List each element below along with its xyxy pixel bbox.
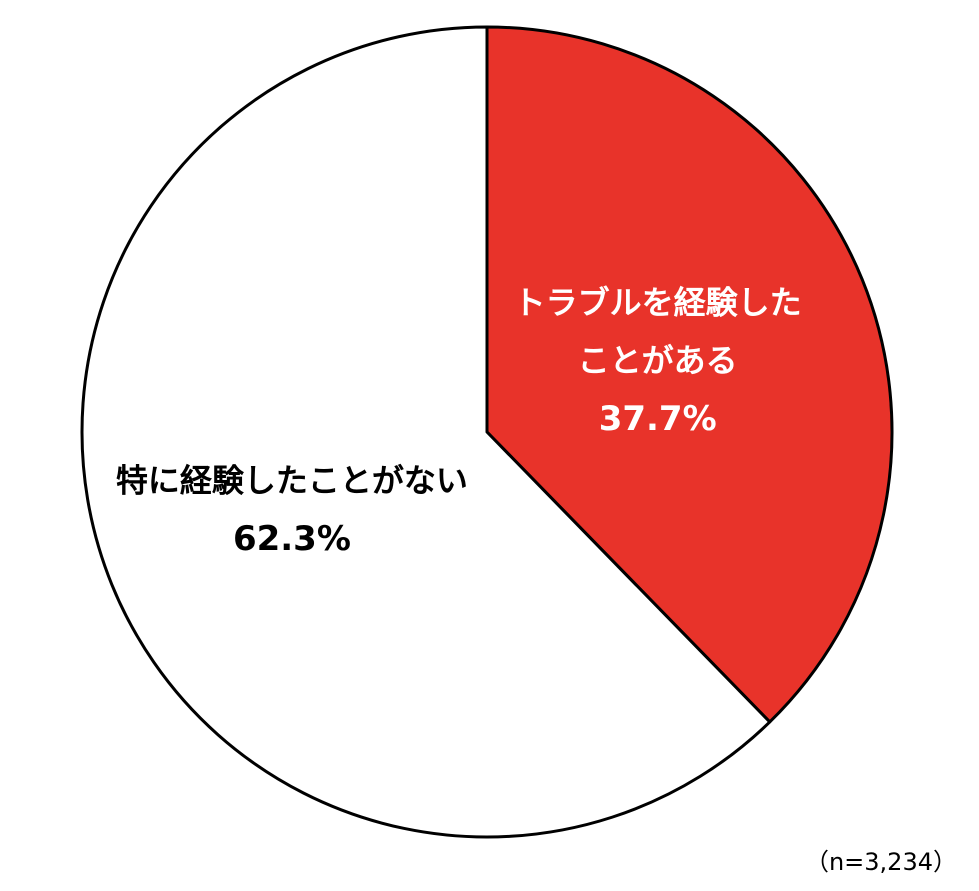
slice-value-label-1: 62.3% (233, 519, 351, 559)
slice-category-label-0-1: ことがある (578, 342, 738, 380)
sample-size-note: （n=3,234） (804, 848, 957, 876)
pie-slice-1 (80, 25, 772, 839)
slice-category-label-1-0: 特に経験したことがない (116, 461, 468, 499)
pie-slice-0 (485, 25, 894, 724)
slice-value-label-0: 37.7% (599, 399, 717, 439)
slice-category-label-0-0: トラブルを経験した (514, 284, 802, 322)
